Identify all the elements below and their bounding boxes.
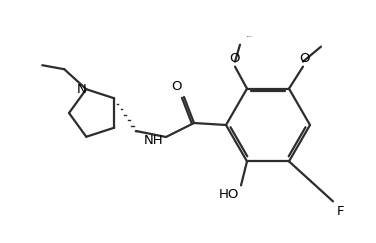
Text: methoxy: methoxy [247,36,253,37]
Text: O: O [171,80,181,94]
Text: HO: HO [219,188,239,201]
Text: F: F [336,205,344,218]
Text: N: N [76,83,86,96]
Text: O: O [230,52,240,65]
Text: O: O [300,52,310,65]
Text: NH: NH [144,134,164,148]
